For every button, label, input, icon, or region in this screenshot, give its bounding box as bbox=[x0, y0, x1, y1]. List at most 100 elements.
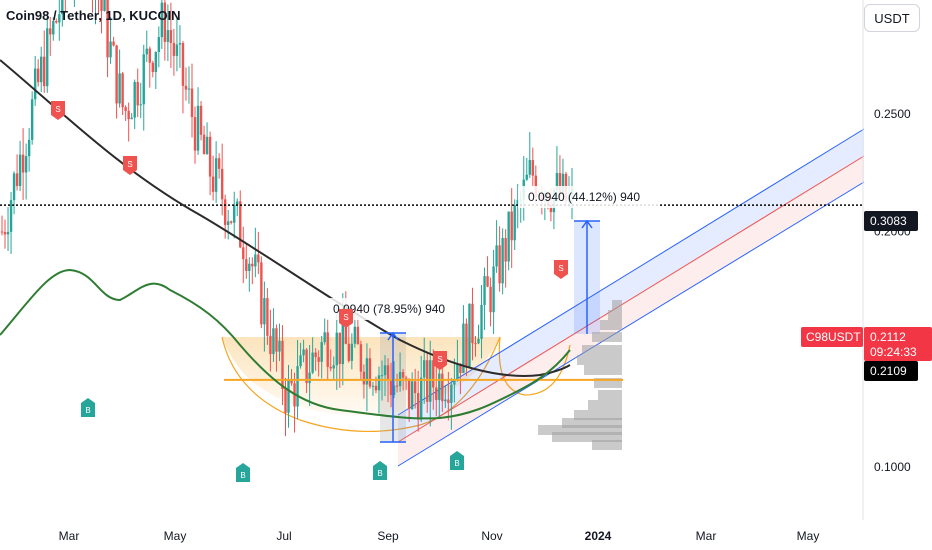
candle-body bbox=[290, 379, 293, 384]
candle-body bbox=[377, 375, 381, 391]
candle-body bbox=[365, 358, 369, 385]
candle-body bbox=[504, 237, 507, 262]
candle-body bbox=[178, 43, 182, 45]
candle-body bbox=[272, 328, 275, 355]
candle-body bbox=[308, 372, 311, 384]
candle-body bbox=[148, 48, 151, 63]
candle-body bbox=[462, 323, 465, 373]
candle-body bbox=[468, 303, 471, 368]
volume-profile-bar bbox=[582, 345, 622, 355]
buy-marker bbox=[373, 461, 387, 480]
candle-body bbox=[350, 343, 354, 361]
volume-profile-bar bbox=[588, 400, 622, 410]
chart-title: Coin98 / Tether, 1D, KUCOIN bbox=[6, 8, 181, 23]
candle-body bbox=[118, 73, 121, 104]
sell-marker-label: S bbox=[343, 313, 348, 322]
y-tick-label: 0.3000 bbox=[874, 0, 911, 3]
candle-body bbox=[181, 43, 185, 86]
x-tick-label: Mar bbox=[59, 529, 80, 543]
measure-label-2-bg bbox=[518, 186, 658, 208]
candle-body bbox=[160, 2, 164, 38]
candle-body bbox=[151, 62, 154, 73]
sell-marker bbox=[123, 156, 137, 175]
candle-body bbox=[0, 231, 4, 233]
buy-marker-label: B bbox=[85, 406, 90, 415]
buy-marker bbox=[236, 463, 250, 482]
candle-body bbox=[483, 276, 486, 305]
candle-body bbox=[61, 0, 64, 15]
candle-body bbox=[248, 263, 251, 272]
volume-profile-bar bbox=[612, 300, 622, 310]
target-price-tag-text: 0.3083 bbox=[870, 214, 907, 228]
candle-body bbox=[326, 332, 329, 367]
volume-profile-bar bbox=[600, 320, 622, 330]
channel-top-line bbox=[397, 128, 865, 416]
candle-body bbox=[257, 254, 260, 263]
candle-body bbox=[492, 266, 495, 313]
candle-body bbox=[130, 117, 133, 120]
candle-body bbox=[435, 387, 438, 401]
ma-value-tag-text: 0.2109 bbox=[870, 364, 907, 378]
candle-body bbox=[305, 349, 308, 384]
candle-body bbox=[196, 105, 200, 151]
candle-body bbox=[299, 355, 302, 367]
candle-body bbox=[513, 205, 516, 241]
measure-label-2: 0.0940 (44.12%) 940 bbox=[528, 190, 640, 204]
candle-body bbox=[230, 221, 233, 223]
candle-body bbox=[314, 352, 317, 358]
candle-body bbox=[24, 156, 28, 173]
candle-body bbox=[217, 158, 221, 169]
candle-body bbox=[260, 262, 263, 325]
candle-body bbox=[465, 323, 468, 368]
volume-profile-bar bbox=[584, 365, 622, 375]
volume-profile-bar bbox=[598, 390, 622, 400]
candle-body bbox=[166, 30, 170, 42]
candle-body bbox=[444, 399, 447, 402]
volume-profile-bar bbox=[594, 378, 622, 388]
candle-body bbox=[531, 160, 534, 176]
candle-body bbox=[441, 373, 444, 402]
candle-body bbox=[58, 14, 61, 23]
currency-button[interactable]: USDT bbox=[864, 4, 920, 32]
candle-body bbox=[6, 231, 10, 235]
channel-mid-line bbox=[397, 155, 865, 443]
candle-body bbox=[392, 385, 396, 396]
candle-body bbox=[486, 276, 489, 287]
candle-body bbox=[43, 56, 46, 87]
candle-body bbox=[226, 221, 230, 225]
candle-body bbox=[220, 168, 224, 200]
candle-body bbox=[549, 204, 553, 213]
candle-body bbox=[362, 371, 366, 385]
candle-body bbox=[311, 352, 314, 373]
candle-body bbox=[426, 360, 429, 402]
x-tick-label: Nov bbox=[481, 529, 502, 543]
candle-body bbox=[103, 0, 106, 11]
candle-body bbox=[136, 82, 139, 106]
channel-upper-fill bbox=[398, 129, 864, 442]
candle-body bbox=[18, 154, 22, 187]
candle-body bbox=[278, 340, 281, 352]
volume-profile-bar bbox=[562, 418, 622, 428]
candle-body bbox=[495, 245, 498, 267]
buy-marker-label: B bbox=[377, 469, 382, 478]
candle-body bbox=[46, 28, 49, 87]
volume-profile-bar bbox=[592, 332, 622, 342]
target-price-tag bbox=[864, 211, 918, 231]
candle-body bbox=[284, 389, 287, 413]
candle-body bbox=[353, 326, 357, 344]
candle-body bbox=[266, 298, 269, 336]
candle-body bbox=[187, 88, 191, 90]
candle-body bbox=[33, 68, 37, 100]
channel-lower-fill bbox=[398, 156, 864, 466]
candle-body bbox=[516, 199, 519, 206]
sell-marker-label: S bbox=[558, 264, 563, 273]
candle-body bbox=[296, 366, 299, 407]
candle-body bbox=[275, 328, 278, 352]
x-tick-label: Mar bbox=[696, 529, 717, 543]
candle-body bbox=[251, 263, 254, 267]
candle-body bbox=[100, 0, 103, 11]
candle-body bbox=[447, 399, 450, 403]
channel-bottom-line bbox=[397, 181, 865, 467]
candle-body bbox=[498, 245, 501, 284]
